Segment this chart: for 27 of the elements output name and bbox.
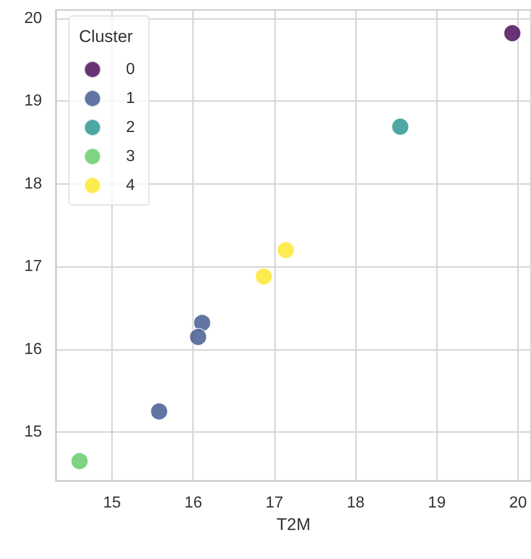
x-tick-label: 18 <box>346 494 365 512</box>
legend-label: 1 <box>126 90 135 107</box>
legend-label: 4 <box>126 177 135 194</box>
x-tick-label: 16 <box>184 494 202 512</box>
legend-label: 3 <box>126 148 135 165</box>
point <box>189 328 208 346</box>
y-tick-label: 20 <box>24 10 42 27</box>
legend-label: 0 <box>126 61 135 78</box>
point <box>193 314 212 332</box>
y-tick-label: 19 <box>24 92 42 110</box>
point <box>276 241 295 260</box>
x-tick-label: 19 <box>428 494 446 512</box>
legend-label: 2 <box>126 119 135 136</box>
point <box>150 402 168 420</box>
legend-title: Cluster <box>79 27 134 46</box>
y-tick-label: 17 <box>24 258 42 276</box>
x-tick-label: 20 <box>509 494 528 512</box>
x-tick-label: 17 <box>266 494 284 512</box>
point <box>391 118 410 136</box>
y-tick-label: 15 <box>24 424 42 441</box>
x-axis-title: T2M <box>276 514 310 534</box>
point <box>503 24 522 42</box>
y-tick-label: 18 <box>24 175 42 192</box>
point <box>70 452 89 470</box>
y-tick-label: 16 <box>24 340 42 358</box>
x-tick-label: 15 <box>103 494 122 512</box>
point <box>254 268 273 286</box>
